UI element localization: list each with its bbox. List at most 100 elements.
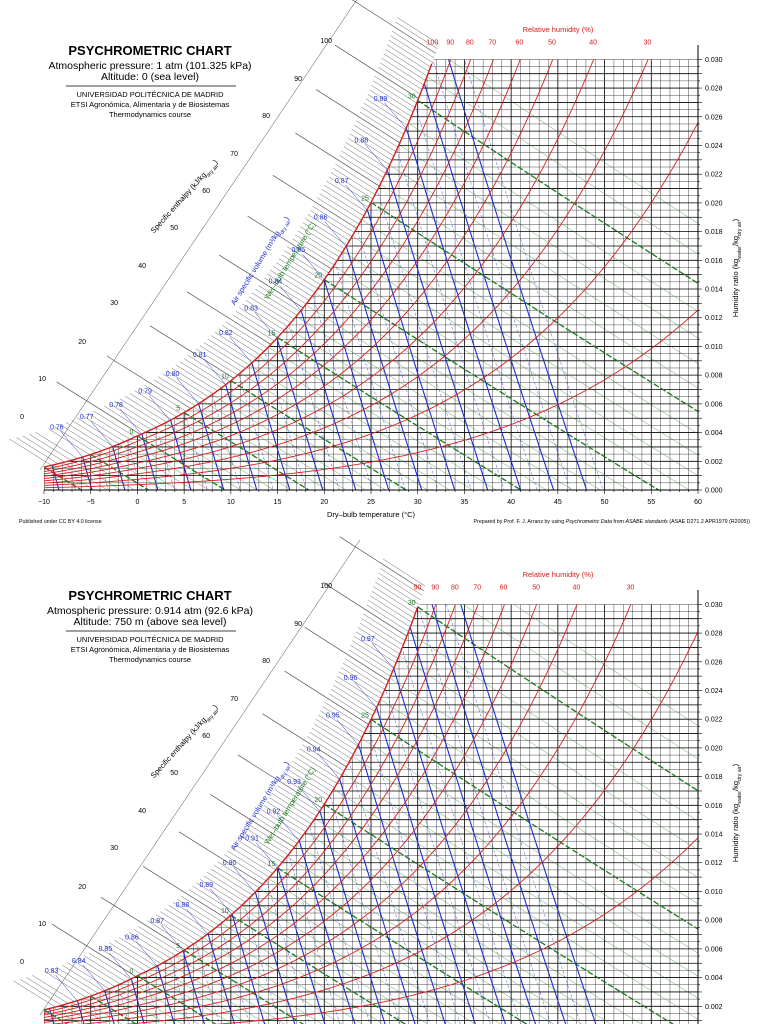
- specific-volume-label: 0.94: [307, 746, 321, 753]
- specific-volume-leader: [317, 753, 340, 780]
- specific-volume-leader: [277, 815, 300, 842]
- specific-volume-leader: [148, 395, 172, 422]
- enthalpy-hatch-tick: [381, 58, 424, 86]
- wet-bulb-line: [268, 347, 507, 490]
- wet-bulb-line: [342, 251, 698, 479]
- enthalpy-hatch-tick: [395, 21, 438, 49]
- x-tick-label: 0: [135, 499, 139, 506]
- specific-volume-leader: [279, 285, 302, 312]
- x-tick-label: 45: [554, 499, 562, 506]
- enthalpy-hatch-tick: [376, 577, 420, 605]
- wet-bulb-line: [342, 772, 698, 1002]
- enthalpy-hatch-tick: [78, 957, 121, 985]
- enthalpy-hatch-tick: [133, 929, 176, 956]
- wet-bulb-line: [286, 856, 582, 1024]
- enthalpy-hatch-tick: [261, 809, 304, 837]
- specific-volume-label: 0.86: [314, 215, 328, 222]
- enthalpy-hatch-tick: [20, 979, 63, 1006]
- x-tick-label: 25: [367, 499, 375, 506]
- wet-bulb-line: [380, 184, 698, 392]
- enthalpy-hatch-tick: [99, 947, 142, 975]
- wet-bulb-line: [212, 394, 376, 490]
- wet-bulb-label: 10: [221, 908, 229, 915]
- rh-curve-label: 100: [427, 40, 439, 47]
- specific-volume-label: 0.79: [138, 389, 152, 396]
- enthalpy-hatch-tick: [217, 861, 260, 889]
- enthalpy-tick-label: 50: [170, 770, 178, 777]
- rh-curve: [44, 309, 698, 489]
- enthalpy-hatch-tick: [361, 618, 404, 646]
- specific-volume-label: 0.88: [355, 137, 369, 144]
- enthalpy-hatch-tick: [287, 769, 331, 797]
- enthalpy-tick-label: 40: [138, 808, 146, 815]
- wet-bulb-line: [118, 984, 208, 1024]
- specific-volume-label: 0.91: [245, 836, 259, 843]
- enthalpy-hatch-tick: [286, 246, 330, 274]
- y-tick-label: 0.008: [705, 918, 723, 925]
- enthalpy-hatch-tick: [59, 424, 103, 451]
- rh-curve: [44, 837, 698, 1024]
- enthalpy-hatch-tick: [51, 923, 137, 978]
- specific-volume-leader: [60, 431, 83, 458]
- y-axis-label: Humidity ratio (kgwater/kgdry air): [731, 218, 743, 317]
- specific-volume-line: [44, 604, 166, 1024]
- y-tick-label: 0.004: [705, 975, 723, 982]
- enthalpy-hatch-tick: [82, 415, 125, 443]
- specific-volume-label: 0.85: [99, 946, 113, 953]
- enthalpy-hatch-tick: [302, 744, 345, 772]
- enthalpy-hatch-tick: [311, 727, 354, 755]
- specific-volume-line: [389, 604, 545, 1024]
- enthalpy-hatch-tick: [320, 710, 363, 738]
- enthalpy-hatch-tick: [295, 757, 338, 784]
- enthalpy-hatch-tick: [104, 945, 147, 972]
- x-tick-label: 10: [227, 499, 235, 506]
- specific-volume-leader: [229, 336, 253, 364]
- enthalpy-hatch-tick: [218, 254, 304, 309]
- enthalpy-hatch-tick: [321, 189, 365, 217]
- specific-volume-label: 0.96: [344, 675, 358, 682]
- enthalpy-hatch-tick: [221, 325, 265, 352]
- altitude-text: Altitude: 750 m (above sea level): [74, 616, 227, 628]
- rh-curve: [44, 604, 463, 1016]
- enthalpy-hatch-tick: [62, 964, 105, 992]
- specific-volume-label: 0.78: [109, 402, 123, 409]
- enthalpy-hatch-tick: [297, 752, 340, 780]
- specific-volume-leader: [255, 842, 279, 869]
- y-tick-label: 0.018: [705, 774, 723, 781]
- specific-volume-leader: [55, 975, 78, 1002]
- y-tick-label: 0.022: [705, 717, 723, 724]
- enthalpy-hatch-tick: [330, 172, 373, 200]
- specific-volume-line: [44, 136, 143, 490]
- enthalpy-hatch-tick: [149, 325, 235, 379]
- enthalpy-tick-label: 20: [78, 884, 86, 891]
- wet-bulb-line: [370, 718, 698, 933]
- y-ticks: 0.0000.0020.0040.0060.0080.0100.0120.014…: [698, 602, 723, 1021]
- specific-volume-label: 0.87: [335, 178, 349, 185]
- enthalpy-tick-label: 80: [262, 113, 270, 120]
- enthalpy-hatch-tick: [383, 558, 426, 587]
- wet-bulb-line: [202, 400, 358, 490]
- enthalpy-hatch-tick: [232, 314, 275, 342]
- wet-bulb-line: [81, 457, 143, 490]
- specific-volume-line: [417, 59, 573, 490]
- enthalpy-hatch-tick: [371, 85, 414, 113]
- specific-volume-line: [104, 604, 241, 1024]
- x-tick-label: 20: [320, 499, 328, 506]
- enthalpy-hatch-tick: [355, 631, 399, 659]
- chart-title: PSYCHROMETRIC CHART: [68, 588, 231, 603]
- enthalpy-hatch-tick: [187, 355, 231, 382]
- enthalpy-hatch-tick: [65, 422, 109, 449]
- wet-bulb-line: [352, 235, 698, 459]
- enthalpy-hatch-tick: [281, 254, 324, 282]
- enthalpy-hatch-tick: [272, 266, 316, 293]
- enthalpy-tick-label: 100: [320, 38, 332, 45]
- rh-curve-label: 50: [548, 40, 556, 47]
- wet-bulb-line: [90, 453, 157, 490]
- enthalpy-hatch-tick: [142, 866, 228, 920]
- enthalpy-hatch-tick: [16, 437, 59, 465]
- x-tick-label: 30: [414, 499, 422, 506]
- y-axis-label: Humidity ratio (kgwater/kgdry air): [731, 763, 743, 862]
- enthalpy-hatch-tick: [282, 777, 325, 805]
